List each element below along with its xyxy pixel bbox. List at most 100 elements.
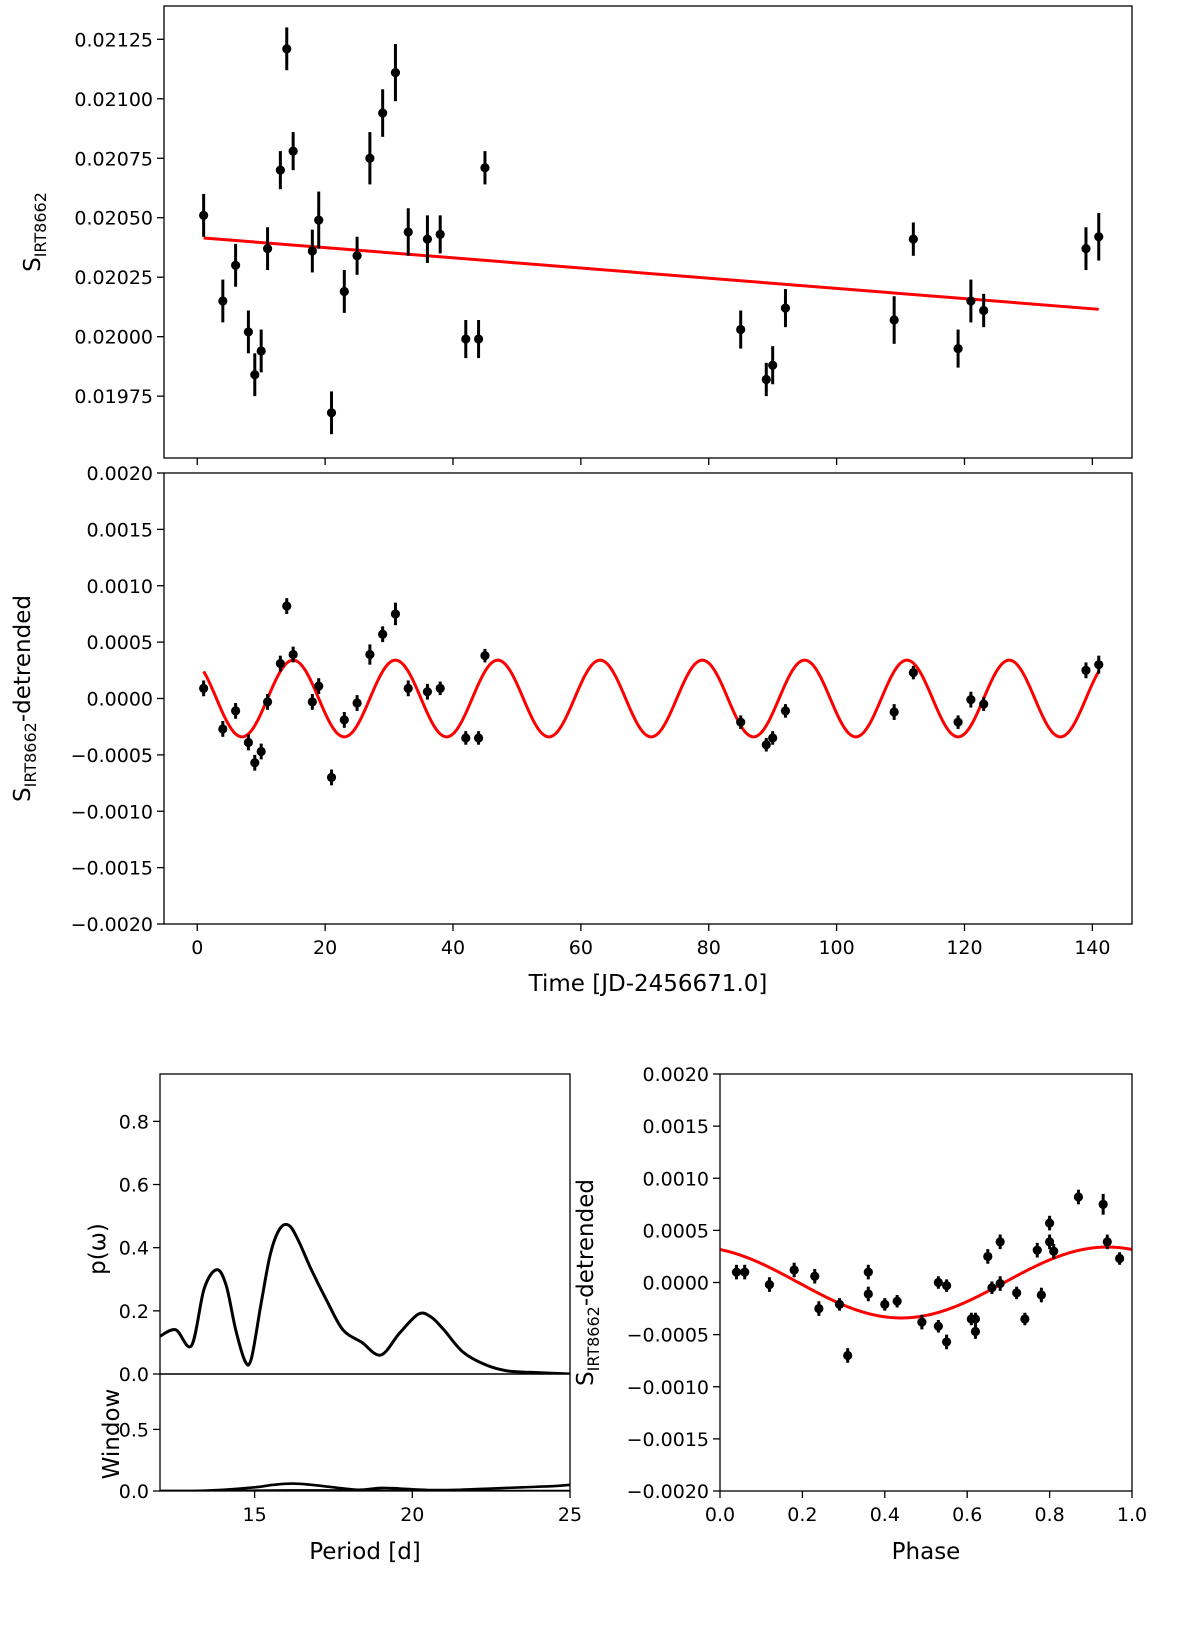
- detrended-marker: [761, 740, 771, 750]
- detrended-marker: [275, 658, 285, 669]
- raw-marker: [352, 251, 362, 261]
- raw-marker: [966, 296, 976, 306]
- detrended-point: [422, 683, 433, 700]
- raw-point: [768, 346, 778, 385]
- raw-marker: [390, 68, 401, 78]
- phase-point: [933, 1320, 943, 1333]
- detrended-point: [966, 691, 976, 708]
- window-xtick-label: 20: [400, 1504, 424, 1526]
- phase-point: [1049, 1243, 1059, 1259]
- detrended-ytick-label: 0.0000: [87, 689, 153, 711]
- phase-xtick-label: 0.6: [952, 1504, 982, 1526]
- raw-marker: [473, 334, 484, 344]
- phase-sinusoid-model: [719, 1245, 1133, 1320]
- phase-ylabel: SIRT8662-detrended: [573, 1179, 603, 1386]
- raw-marker: [979, 305, 989, 316]
- detrended-marker: [403, 683, 413, 693]
- raw-point: [243, 310, 253, 354]
- phase-marker: [970, 1326, 981, 1337]
- phase-marker: [1098, 1199, 1108, 1209]
- detrended-marker: [307, 697, 317, 707]
- periodogram-ylabel: p(ω): [85, 1223, 111, 1275]
- phase-point: [942, 1334, 952, 1350]
- phase-point: [1020, 1312, 1030, 1326]
- phase-ytick-label: −0.0005: [627, 1325, 709, 1347]
- phase-point: [1045, 1234, 1055, 1250]
- detrended-ytick-label: −0.0005: [71, 745, 153, 767]
- window-frame: [159, 1373, 571, 1492]
- raw-point: [461, 320, 471, 359]
- raw-ytick-label: 0.02025: [74, 267, 153, 289]
- raw-frame: [163, 5, 1133, 459]
- detrended-marker: [979, 699, 989, 709]
- window-xtick-label: 25: [558, 1504, 582, 1526]
- raw-marker: [1081, 244, 1091, 254]
- detrended-point: [761, 737, 771, 752]
- detrended-marker: [262, 697, 273, 707]
- raw-ytick-label: 0.02000: [74, 327, 153, 349]
- phase-point: [764, 1277, 775, 1292]
- detrended-xtick-label: 140: [1074, 937, 1110, 959]
- window-xlabel: Period [d]: [309, 1539, 421, 1565]
- periodogram-frame: [159, 1073, 571, 1375]
- raw-point: [1081, 227, 1091, 271]
- raw-marker: [314, 215, 324, 225]
- raw-point: [288, 132, 298, 171]
- phase-marker: [995, 1278, 1005, 1289]
- detrended-xtick-label: 20: [313, 937, 337, 959]
- detrended-point: [218, 721, 228, 737]
- raw-point: [199, 193, 209, 237]
- phase-point: [892, 1295, 902, 1308]
- detrended-marker: [326, 772, 337, 783]
- phase-marker: [942, 1337, 952, 1347]
- detrended-point: [435, 681, 445, 696]
- phase-marker: [892, 1296, 902, 1306]
- phase-ytick-label: 0.0000: [643, 1273, 709, 1295]
- detrended-marker: [282, 601, 292, 611]
- phase-point: [863, 1264, 873, 1280]
- phase-point: [917, 1314, 927, 1330]
- detrended-marker: [352, 698, 362, 708]
- detrended-marker: [365, 649, 375, 660]
- raw-marker: [231, 260, 241, 270]
- detrended-point: [908, 665, 918, 680]
- detrended-point: [979, 697, 989, 711]
- phase-marker: [1012, 1288, 1022, 1298]
- raw-marker: [403, 227, 413, 237]
- detrended-xtick-label: 60: [569, 937, 593, 959]
- raw-point: [953, 329, 963, 368]
- detrended-marker: [422, 687, 433, 697]
- phase-point: [995, 1276, 1005, 1291]
- detrended-marker: [908, 667, 918, 678]
- raw-marker: [282, 44, 292, 54]
- raw-point: [218, 279, 228, 323]
- raw-ytick-label: 0.02050: [74, 208, 153, 230]
- window-xtick-label: 15: [243, 1504, 267, 1526]
- raw-point: [250, 353, 260, 397]
- detrended-point: [768, 731, 778, 745]
- detrended-point: [780, 704, 791, 718]
- phase-point: [1098, 1193, 1108, 1215]
- detrended-point: [231, 703, 241, 719]
- phase-marker: [917, 1317, 927, 1327]
- raw-trend-line: [203, 236, 1099, 311]
- detrended-point: [250, 754, 260, 771]
- phase-point: [843, 1348, 853, 1363]
- detrended-point: [736, 715, 746, 729]
- phase-xlabel: Phase: [892, 1539, 961, 1565]
- detrended-point: [473, 731, 484, 745]
- phase-point: [731, 1264, 742, 1280]
- periodogram-ytick-label: 0.4: [119, 1238, 149, 1260]
- phase-ytick-label: 0.0015: [643, 1116, 709, 1138]
- raw-point: [352, 236, 362, 275]
- phase-marker: [863, 1289, 873, 1299]
- detrended-point: [889, 704, 899, 720]
- detrended-ytick-label: −0.0020: [71, 914, 153, 936]
- phase-marker: [880, 1299, 890, 1309]
- phase-ylabel-main: S: [573, 1371, 599, 1386]
- raw-point: [1094, 212, 1104, 261]
- raw-marker: [243, 327, 253, 337]
- detrended-marker: [218, 724, 228, 734]
- phase-marker: [814, 1303, 824, 1314]
- detrended-marker: [199, 683, 209, 693]
